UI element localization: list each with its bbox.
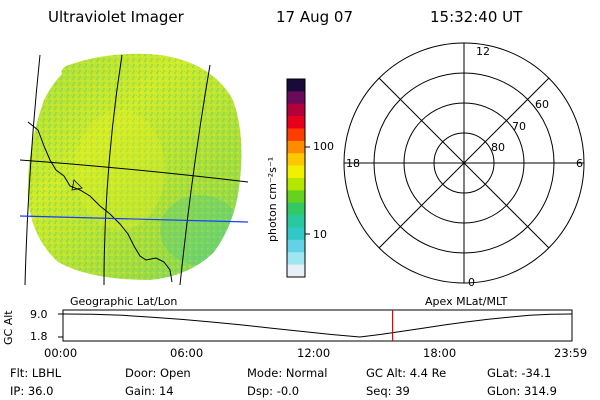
colorbar-segment xyxy=(287,190,305,204)
colorbar-segment xyxy=(287,153,305,167)
geo-caption: Geographic Lat/Lon xyxy=(70,295,178,308)
status-glon: GLon: 314.9 xyxy=(487,384,557,398)
colorbar-segment xyxy=(287,264,305,278)
mlat-label-70: 70 xyxy=(512,120,526,133)
status-gain: Gain: 14 xyxy=(125,384,174,398)
colorbar-segment xyxy=(287,252,305,266)
status-mode: Mode: Normal xyxy=(247,366,328,380)
mlt-label-6: 6 xyxy=(576,157,583,170)
time-tick-2359: 23:59 xyxy=(554,346,588,360)
colorbar-segment xyxy=(287,116,305,129)
colorbar-segment xyxy=(287,79,305,92)
polar-plot xyxy=(343,42,585,284)
colorbar-tick-100: 100 xyxy=(313,140,334,153)
status-gc-alt: GC Alt: 4.4 Re xyxy=(366,366,447,380)
colorbar-segment xyxy=(287,215,305,228)
status-filter: Flt: LBHL xyxy=(10,366,62,380)
mlt-label-0: 0 xyxy=(468,276,475,289)
date-label: 17 Aug 07 xyxy=(276,8,353,26)
instrument-title: Ultraviolet Imager xyxy=(48,8,184,26)
status-dsp: Dsp: -0.0 xyxy=(247,384,300,398)
colorbar-segment xyxy=(287,227,305,241)
colorbar-segment xyxy=(287,178,305,191)
mlat-label-60: 60 xyxy=(535,98,549,111)
colorbar-tick-10: 10 xyxy=(313,228,327,241)
colorbar-segment xyxy=(287,140,305,154)
status-seq: Seq: 39 xyxy=(366,384,410,398)
colorbar-segment xyxy=(287,239,305,253)
time-tick-0000: 00:00 xyxy=(44,346,78,360)
colorbar-segment xyxy=(287,91,305,105)
gc-alt-axis-label: GC Alt xyxy=(2,310,15,345)
colorbar-segment xyxy=(287,128,305,142)
alt-tick-9: 9.0 xyxy=(30,308,48,321)
status-door: Door: Open xyxy=(125,366,191,380)
colorbar-segment xyxy=(287,202,305,216)
status-glat: GLat: -34.1 xyxy=(487,366,552,380)
coastline-path xyxy=(27,121,173,283)
apex-caption: Apex MLat/MLT xyxy=(425,295,508,308)
altitude-curve xyxy=(62,313,572,338)
colorbar-segment xyxy=(287,103,305,117)
mlat-label-80: 80 xyxy=(491,141,505,154)
uv-image-panel xyxy=(20,53,249,286)
colorbar-segment xyxy=(287,165,305,179)
time-label: 15:32:40 UT xyxy=(430,8,523,26)
mlt-label-12: 12 xyxy=(476,45,490,58)
time-tick-0600: 06:00 xyxy=(170,346,204,360)
mlt-label-18: 18 xyxy=(346,157,360,170)
time-tick-1200: 12:00 xyxy=(297,346,331,360)
time-tick-1800: 18:00 xyxy=(423,346,457,360)
alt-tick-1-8: 1.8 xyxy=(30,330,48,343)
geographic-grid xyxy=(20,54,249,286)
colorbar-unit-label: photon cm⁻²s⁻¹ xyxy=(266,156,279,242)
colorbar xyxy=(287,79,305,278)
altitude-timeline xyxy=(58,309,573,342)
status-ip: IP: 36.0 xyxy=(10,384,54,398)
